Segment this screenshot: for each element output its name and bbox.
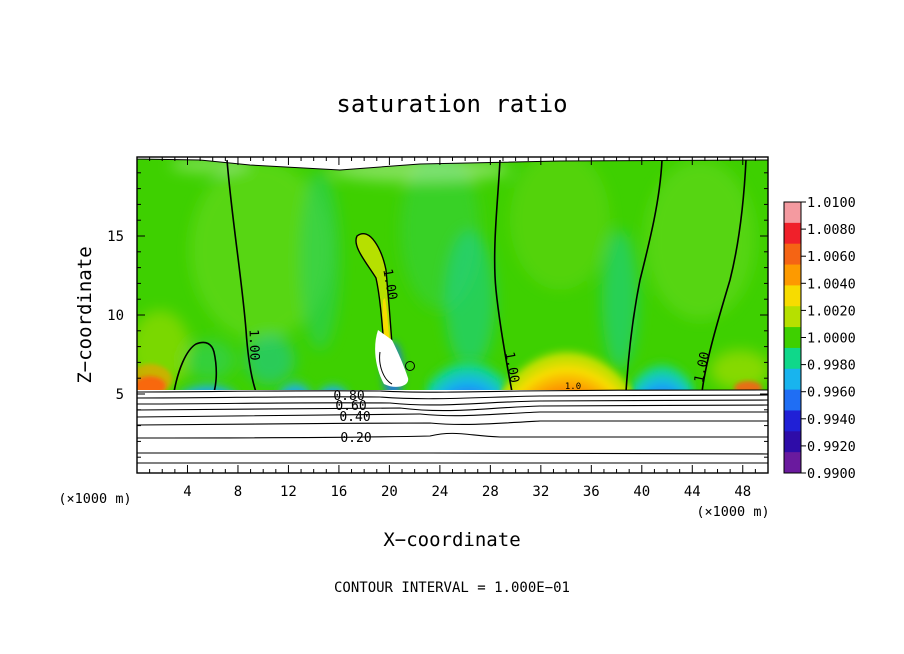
boundary-layer-fill (137, 390, 768, 473)
x-tick-label: 8 (234, 484, 242, 500)
y-tick-label: 15 (107, 229, 124, 245)
colorbar-segment (784, 306, 801, 328)
x-tick-label: 40 (633, 484, 650, 500)
surface-red-patches (137, 364, 762, 390)
colorbar-segment (784, 410, 801, 432)
contour-label: 0.80 (333, 389, 364, 404)
colorbar-segment (784, 327, 801, 349)
contour-label-group: 1.00 1.00 1.00 1.00 0.20 0.40 0.60 0.80 … (245, 268, 713, 446)
y-axis-label: Z−coordinate (74, 246, 96, 383)
saturation-field (137, 157, 768, 390)
x-tick-label: 16 (330, 484, 347, 500)
top-dry-band (137, 157, 768, 171)
field-variations (137, 157, 768, 390)
x-tick-label: 12 (280, 484, 297, 500)
contour-label: 0.60 (335, 399, 366, 414)
x-tick-label: 36 (583, 484, 600, 500)
y-axis-ticks: 5 10 15 (107, 172, 768, 458)
colorbar-label: 0.9960 (807, 385, 856, 401)
x-tick-label: 32 (532, 484, 549, 500)
colorbar-label: 0.9900 (807, 466, 856, 482)
plot-area: 1.00 1.00 1.00 1.00 0.20 0.40 0.60 0.80 … (136, 156, 769, 474)
boundary-layer (137, 389, 768, 473)
x-tick-label: 20 (381, 484, 398, 500)
contour-label: 0.20 (340, 431, 371, 446)
colorbar-segment (784, 389, 801, 411)
colorbar-label: 1.0100 (807, 195, 856, 211)
colorbar-segment (784, 243, 801, 266)
colorbar-segment (784, 202, 801, 224)
contour-label: 0.40 (339, 410, 370, 425)
x-tick-label: 24 (431, 484, 448, 500)
x-tick-label: 48 (734, 484, 751, 500)
colorbar-segment (784, 285, 801, 307)
colorbar-label: 0.9940 (807, 412, 856, 428)
downdraft-regions (178, 330, 694, 390)
colorbar-label: 1.0000 (807, 331, 856, 347)
x-unit-label: (×1000 m) (696, 504, 769, 520)
contour-label: 1.00 (501, 351, 521, 384)
contour-label: 1.00 (692, 350, 713, 384)
x-tick-label: 44 (684, 484, 701, 500)
boundary-contours (137, 389, 768, 464)
contour-interval-note: CONTOUR INTERVAL = 1.000E−01 (334, 580, 570, 596)
colorbar-label: 0.9920 (807, 439, 856, 455)
y-tick-label: 10 (107, 308, 124, 324)
colorbar-segment (784, 431, 801, 453)
moist-plume (501, 296, 633, 390)
colorbar-label: 1.0040 (807, 276, 856, 292)
colorbar-segment (784, 222, 801, 245)
chart-title: saturation ratio (336, 90, 567, 118)
colorbar-segment (784, 347, 801, 370)
x-tick-label: 28 (482, 484, 499, 500)
contour-lines (173, 159, 747, 390)
x-axis-ticks: 4 8 12 16 20 24 28 32 36 40 44 48 (149, 157, 756, 500)
x-tick-label: 4 (183, 484, 191, 500)
colorbar: 1.0100 1.0080 1.0060 1.0040 1.0020 1.0000 0.99… (783, 195, 856, 482)
colorbar-label: 1.0060 (807, 249, 856, 265)
x-axis-label: X−coordinate (383, 529, 520, 551)
contour-label: 1.0 (565, 382, 581, 392)
colorbar-label: 1.0080 (807, 222, 856, 238)
contour-label: 1.00 (379, 268, 399, 301)
colorbar-label: 0.9980 (807, 358, 856, 374)
y-unit-label: (×1000 m) (58, 491, 131, 507)
tower-feature (355, 233, 415, 387)
contour-label: 1.00 (245, 329, 261, 361)
y-tick-label: 5 (116, 387, 124, 403)
colorbar-segment (784, 264, 801, 286)
colorbar-segment (784, 368, 801, 391)
colorbar-label: 1.0020 (807, 303, 856, 319)
colorbar-segment (784, 452, 801, 474)
